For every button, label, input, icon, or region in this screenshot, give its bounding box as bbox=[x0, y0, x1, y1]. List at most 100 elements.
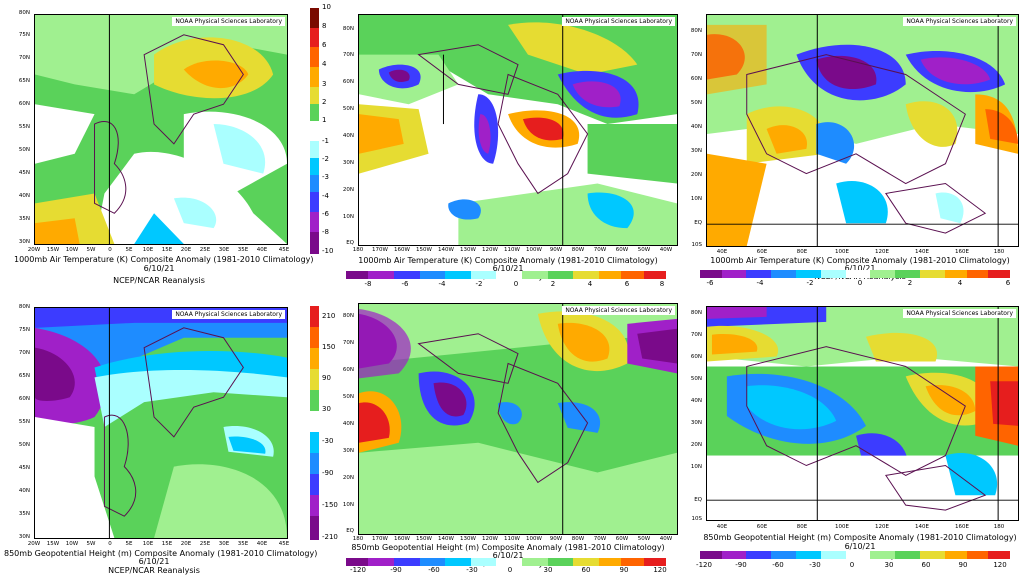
lon-label: 40W bbox=[659, 536, 673, 542]
scale-label: 4 bbox=[957, 279, 963, 287]
lat-label: 60N bbox=[342, 79, 354, 85]
lon-label: 170W bbox=[372, 247, 388, 253]
scale-label: 2 bbox=[322, 98, 327, 106]
lat-label: 50N bbox=[18, 442, 30, 448]
scale-label: -30 bbox=[809, 561, 821, 569]
lat-label: 70N bbox=[18, 55, 30, 61]
scale-label: 30 bbox=[322, 405, 331, 413]
lon-label: 180 bbox=[352, 536, 364, 542]
credit-label: NOAA Physical Sciences Laboratory bbox=[172, 17, 285, 26]
map-title: 850mb Geopotential Height (m) Composite … bbox=[703, 533, 1017, 542]
lon-label: 110W bbox=[504, 536, 520, 542]
lat-label: 60N bbox=[690, 76, 702, 82]
scale-label: 120 bbox=[993, 561, 1007, 569]
lat-label: 35N bbox=[18, 511, 30, 517]
lon-label: 5W bbox=[86, 541, 96, 547]
lon-label: 80W bbox=[571, 247, 585, 253]
lat-label: 80N bbox=[690, 28, 702, 34]
scale-label: -6 bbox=[322, 210, 329, 218]
lon-label: 180 bbox=[993, 249, 1005, 255]
scale-label: -6 bbox=[706, 279, 714, 287]
scale-label: 8 bbox=[659, 280, 665, 288]
lon-label: 30E bbox=[218, 247, 230, 253]
lat-label: 30N bbox=[342, 448, 354, 454]
lon-label: 15E bbox=[161, 247, 173, 253]
lat-label: 60N bbox=[690, 354, 702, 360]
scale-label: 210 bbox=[322, 312, 336, 320]
lon-label: 20W bbox=[27, 247, 41, 253]
lon-label: 130W bbox=[460, 536, 476, 542]
lat-label: 60N bbox=[18, 101, 30, 107]
lon-label: 90W bbox=[549, 247, 563, 253]
lon-label: 40E bbox=[716, 249, 728, 255]
lon-label: 10W bbox=[65, 247, 79, 253]
lat-label: 10N bbox=[342, 502, 354, 508]
lat-label: 20N bbox=[342, 187, 354, 193]
lon-label: 25E bbox=[199, 247, 211, 253]
colorbar-hgt-vertical bbox=[310, 306, 319, 540]
lat-label: 30N bbox=[18, 239, 30, 245]
lat-label: 65N bbox=[18, 78, 30, 84]
map-title: 1000mb Air Temperature (K) Composite Ano… bbox=[358, 256, 658, 265]
lon-label: 40E bbox=[256, 541, 268, 547]
lat-label: 20N bbox=[690, 442, 702, 448]
lat-label: 60N bbox=[342, 367, 354, 373]
map-date: 6/10/21 bbox=[143, 264, 175, 273]
map-europe-hgt: NOAA Physical Sciences Laboratory bbox=[34, 307, 288, 539]
scale-label: 30 bbox=[884, 561, 894, 569]
scale-label: -4 bbox=[322, 192, 329, 200]
scale-label: 0 bbox=[857, 279, 863, 287]
lon-label: 0 bbox=[108, 247, 112, 253]
lon-label: 180 bbox=[993, 524, 1005, 530]
scale-label: 0 bbox=[507, 566, 513, 574]
lon-label: 160E bbox=[955, 249, 969, 255]
scale-label: -1 bbox=[322, 137, 329, 145]
lat-label: EQ bbox=[346, 240, 354, 246]
lat-label: EQ bbox=[694, 497, 702, 503]
lon-label: 140W bbox=[438, 247, 454, 253]
scale-label: -30 bbox=[322, 437, 334, 445]
scale-label: 120 bbox=[653, 566, 667, 574]
scale-label: 10 bbox=[322, 3, 331, 11]
lon-label: 15W bbox=[46, 247, 60, 253]
lat-label: 80N bbox=[342, 26, 354, 32]
lon-label: 20E bbox=[180, 541, 192, 547]
lat-label: 30N bbox=[342, 160, 354, 166]
scale-label: 30 bbox=[543, 566, 553, 574]
lat-label: 50N bbox=[690, 100, 702, 106]
scale-label: -4 bbox=[756, 279, 764, 287]
lon-label: 50W bbox=[637, 536, 651, 542]
lon-label: 20W bbox=[27, 541, 41, 547]
lon-label: 130W bbox=[460, 247, 476, 253]
lat-label: 45N bbox=[18, 170, 30, 176]
lat-label: 10N bbox=[690, 196, 702, 202]
lon-label: 140W bbox=[438, 536, 454, 542]
lat-label: 30N bbox=[690, 148, 702, 154]
lat-label: 80N bbox=[690, 310, 702, 316]
lat-label: 40N bbox=[18, 488, 30, 494]
lon-label: 160E bbox=[955, 524, 969, 530]
lon-label: 40E bbox=[716, 524, 728, 530]
lon-label: 80E bbox=[796, 524, 808, 530]
scale-label: 60 bbox=[581, 566, 591, 574]
lon-label: 160W bbox=[394, 536, 410, 542]
lat-label: 65N bbox=[18, 373, 30, 379]
lon-label: 50W bbox=[637, 247, 651, 253]
scale-label: 60 bbox=[921, 561, 931, 569]
lon-label: 160W bbox=[394, 247, 410, 253]
lon-label: 40E bbox=[256, 247, 268, 253]
scale-label: -210 bbox=[322, 533, 338, 541]
map-date: 6/10/21 bbox=[138, 557, 170, 566]
lon-label: 100E bbox=[835, 249, 849, 255]
scale-label: -2 bbox=[475, 280, 483, 288]
lon-label: 10E bbox=[142, 541, 154, 547]
lat-label: 60N bbox=[18, 396, 30, 402]
map-date: 6/10/21 bbox=[492, 264, 524, 273]
lon-label: 80W bbox=[571, 536, 585, 542]
scale-label: -2 bbox=[322, 155, 329, 163]
scale-label: -60 bbox=[428, 566, 440, 574]
lat-label: 70N bbox=[18, 350, 30, 356]
lon-label: 100W bbox=[526, 536, 542, 542]
lat-label: 45N bbox=[18, 465, 30, 471]
lon-label: 150W bbox=[416, 247, 432, 253]
